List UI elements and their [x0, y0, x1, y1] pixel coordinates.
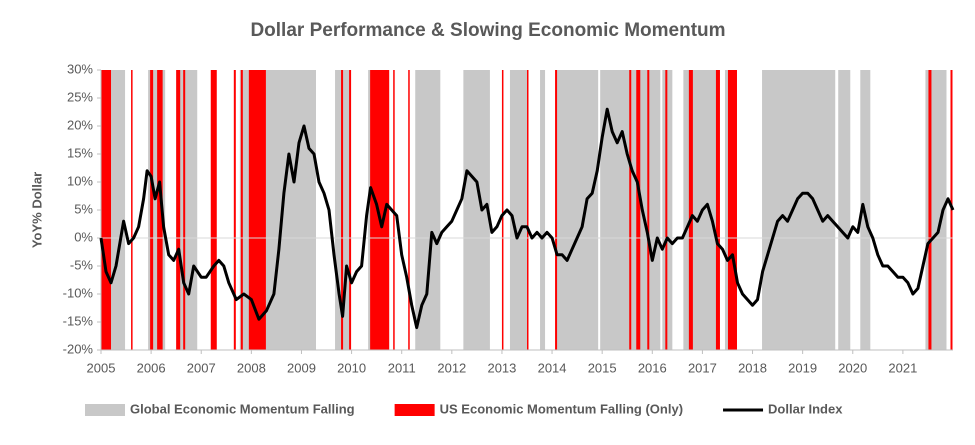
x-tick-label: 2017	[688, 360, 717, 375]
x-tick-label: 2019	[788, 360, 817, 375]
y-tick-label: 5%	[74, 201, 93, 216]
shaded-band	[176, 70, 181, 350]
shaded-band	[341, 70, 344, 350]
x-tick-label: 2005	[87, 360, 116, 375]
y-tick-label: -15%	[63, 313, 94, 328]
shaded-band	[928, 70, 932, 350]
y-tick-label: 0%	[74, 229, 93, 244]
y-tick-label: 10%	[67, 173, 93, 188]
shaded-band	[540, 70, 546, 350]
x-tick-label: 2008	[237, 360, 266, 375]
x-tick-label: 2010	[337, 360, 366, 375]
shaded-band	[463, 70, 490, 350]
shaded-band	[527, 70, 529, 350]
shaded-band	[393, 70, 395, 350]
shaded-band	[264, 70, 317, 350]
shaded-band	[727, 70, 737, 350]
shaded-band	[556, 70, 599, 350]
shaded-band	[838, 70, 851, 350]
shaded-band	[239, 70, 250, 350]
shaded-band	[233, 70, 236, 350]
shaded-band	[415, 70, 441, 350]
shaded-band	[131, 70, 133, 350]
legend-label: US Economic Momentum Falling (Only)	[440, 401, 683, 416]
x-tick-label: 2016	[638, 360, 667, 375]
y-tick-label: 15%	[67, 145, 93, 160]
legend-swatch	[394, 404, 435, 416]
shaded-band	[636, 70, 641, 350]
x-tick-label: 2018	[738, 360, 767, 375]
shaded-band	[370, 70, 390, 350]
y-tick-label: -10%	[63, 285, 94, 300]
x-tick-label: 2006	[137, 360, 166, 375]
y-tick-label: 20%	[67, 117, 93, 132]
shaded-band	[183, 70, 186, 350]
legend-label: Dollar Index	[768, 401, 843, 416]
x-tick-label: 2007	[187, 360, 216, 375]
shaded-band	[501, 70, 504, 350]
shaded-band	[150, 70, 154, 350]
x-tick-label: 2014	[538, 360, 567, 375]
x-tick-label: 2009	[287, 360, 316, 375]
x-tick-label: 2012	[437, 360, 466, 375]
shaded-band	[509, 70, 527, 350]
shaded-band	[210, 70, 217, 350]
shaded-band	[715, 70, 720, 350]
shaded-band	[240, 70, 243, 350]
shaded-band	[555, 70, 558, 350]
y-tick-label: 30%	[67, 61, 93, 76]
shaded-band	[101, 70, 112, 350]
y-tick-label: -20%	[63, 341, 94, 356]
y-axis-label: YoY% Dollar	[29, 172, 44, 248]
x-tick-label: 2011	[388, 360, 416, 375]
chart-title: Dollar Performance & Slowing Economic Mo…	[250, 20, 725, 41]
shaded-band	[349, 70, 352, 350]
shaded-band	[665, 70, 668, 350]
shaded-band	[688, 70, 693, 350]
legend-swatch	[85, 404, 125, 416]
shaded-band	[408, 70, 410, 350]
x-tick-label: 2015	[588, 360, 617, 375]
legend-label: Global Economic Momentum Falling	[130, 401, 355, 416]
data-line	[99, 107, 955, 330]
shaded-band	[647, 70, 650, 350]
x-tick-label: 2020	[838, 360, 867, 375]
shaded-band	[111, 70, 126, 350]
x-tick-label: 2013	[487, 360, 516, 375]
shaded-band	[248, 70, 266, 350]
shaded-band	[762, 70, 836, 350]
shaded-band	[157, 70, 163, 350]
shaded-band	[629, 70, 632, 350]
y-tick-label: 25%	[67, 89, 93, 104]
x-tick-label: 2021	[888, 360, 917, 375]
y-tick-label: -5%	[70, 257, 94, 272]
